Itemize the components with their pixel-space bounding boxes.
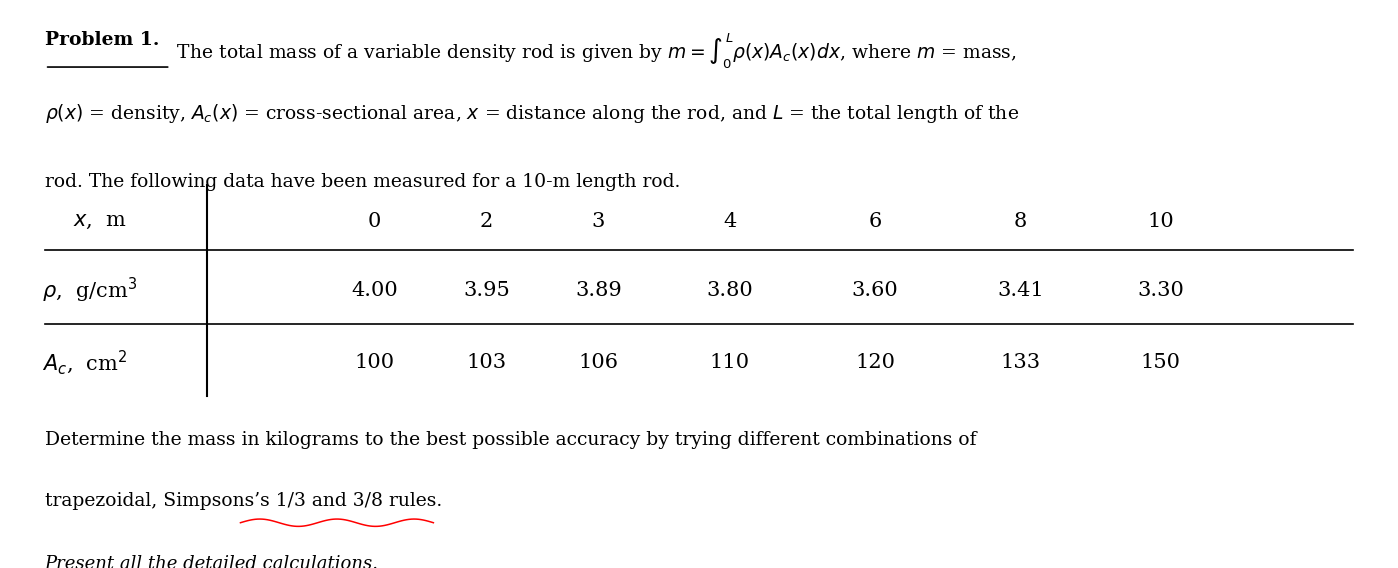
- Text: $x$,  m: $x$, m: [73, 211, 127, 231]
- Text: 3.89: 3.89: [575, 281, 622, 300]
- Text: $\rho$,  g/cm$^3$: $\rho$, g/cm$^3$: [42, 276, 137, 305]
- Text: The total mass of a variable density rod is given by $m = \int_0^L \rho(x)A_c(x): The total mass of a variable density rod…: [171, 31, 1016, 71]
- Text: 3.30: 3.30: [1137, 281, 1184, 300]
- Text: rod. The following data have been measured for a 10-m length rod.: rod. The following data have been measur…: [45, 173, 679, 191]
- Text: 4: 4: [723, 211, 737, 231]
- Text: 3.80: 3.80: [706, 281, 754, 300]
- Text: 3.41: 3.41: [997, 281, 1044, 300]
- Text: trapezoidal, Simpsons’s 1/3 and 3/8 rules.: trapezoidal, Simpsons’s 1/3 and 3/8 rule…: [45, 492, 442, 510]
- Text: 3.60: 3.60: [851, 281, 899, 300]
- Text: 103: 103: [467, 353, 506, 372]
- Text: 8: 8: [1014, 211, 1028, 231]
- Text: 100: 100: [355, 353, 394, 372]
- Text: $\rho(x)$ = density, $A_c(x)$ = cross-sectional area, $x$ = distance along the r: $\rho(x)$ = density, $A_c(x)$ = cross-se…: [45, 102, 1019, 125]
- Text: 0: 0: [368, 211, 382, 231]
- Text: 133: 133: [1001, 353, 1040, 372]
- Text: 2: 2: [480, 211, 493, 231]
- Text: 120: 120: [856, 353, 895, 372]
- Text: Present all the detailed calculations.: Present all the detailed calculations.: [45, 555, 379, 568]
- Text: 150: 150: [1141, 353, 1180, 372]
- Text: 10: 10: [1146, 211, 1174, 231]
- Text: 6: 6: [868, 211, 882, 231]
- Text: 106: 106: [579, 353, 618, 372]
- Text: 110: 110: [710, 353, 749, 372]
- Text: Problem 1.: Problem 1.: [45, 31, 159, 49]
- Text: 4.00: 4.00: [351, 281, 398, 300]
- Text: $A_c$,  cm$^2$: $A_c$, cm$^2$: [42, 348, 127, 377]
- Text: 3: 3: [591, 211, 605, 231]
- Text: Determine the mass in kilograms to the best possible accuracy by trying differen: Determine the mass in kilograms to the b…: [45, 431, 976, 449]
- Text: 3.95: 3.95: [463, 281, 510, 300]
